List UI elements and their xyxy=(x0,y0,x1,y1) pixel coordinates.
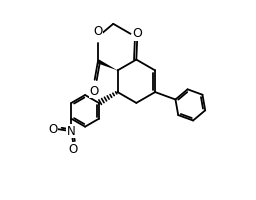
Text: O: O xyxy=(93,25,103,38)
Text: O: O xyxy=(133,27,143,40)
Text: O: O xyxy=(89,85,99,98)
Text: N: N xyxy=(67,125,76,138)
Text: O: O xyxy=(48,123,58,136)
Polygon shape xyxy=(97,59,118,70)
Text: O: O xyxy=(69,143,78,156)
